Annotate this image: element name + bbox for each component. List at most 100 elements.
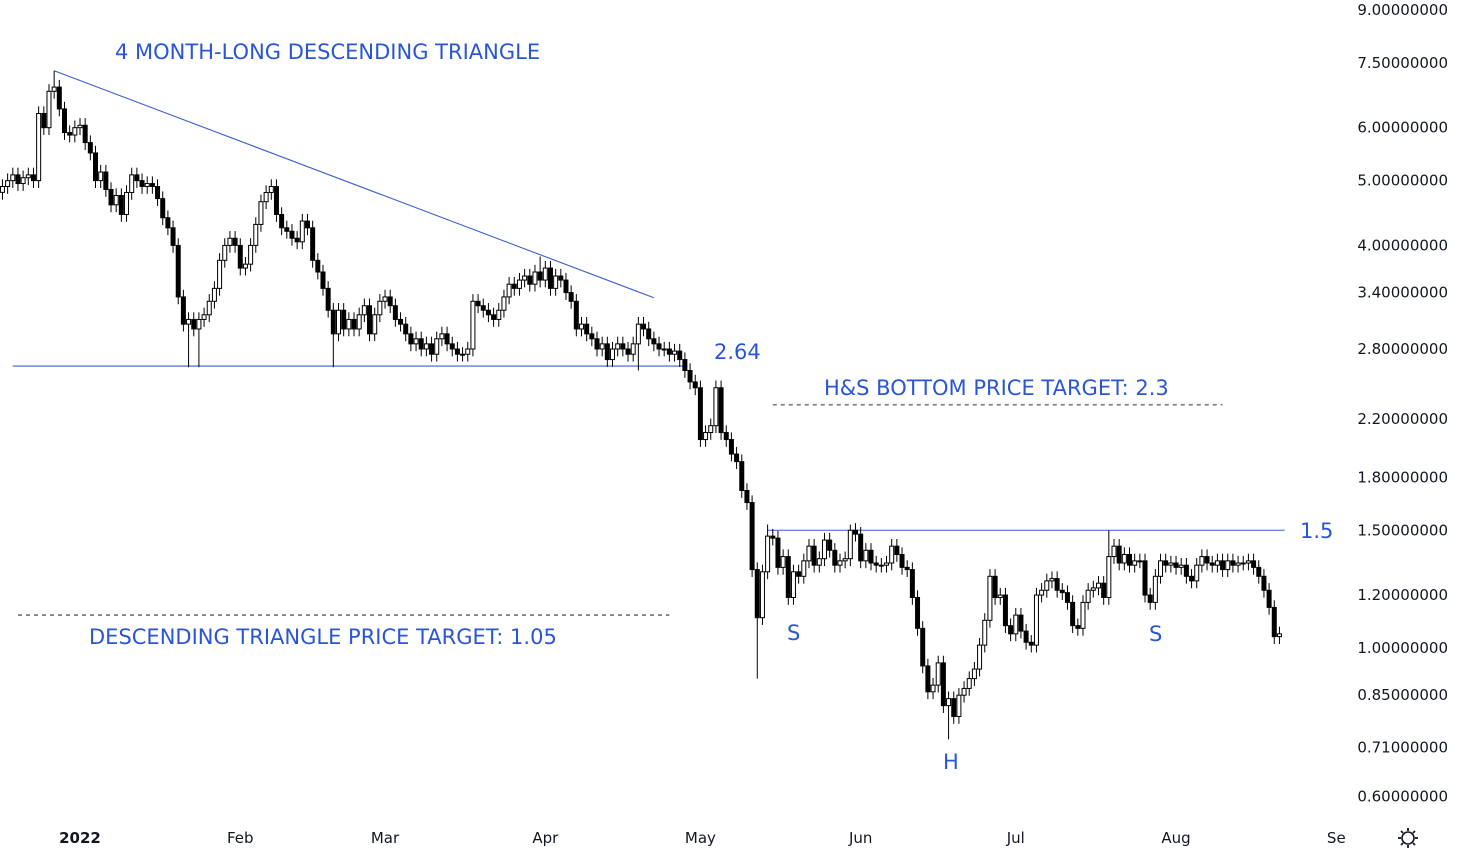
candle [232,231,238,253]
candle [139,173,145,194]
candle-body-down [584,323,590,335]
candle [1013,607,1019,642]
candle-body-down [868,549,874,564]
candle-body-up [1080,601,1086,629]
candle [1080,595,1086,636]
candle [1101,576,1107,605]
candle-body-down [1147,594,1153,603]
candle-body-down [351,318,357,330]
candle [1183,558,1189,584]
candle-body-down [67,132,73,136]
candle [346,312,352,337]
candle [470,294,476,357]
candle [687,363,693,390]
candle-body-up [1039,589,1045,596]
candle-body-up [25,174,31,179]
candle-body-down [1220,560,1226,571]
candle [408,326,414,352]
trendline [53,70,655,299]
candle-body-up [253,223,259,246]
candle [827,532,833,558]
candle [1256,560,1262,584]
candle [718,380,724,440]
candle-body-up [1095,582,1101,589]
candle [578,316,584,337]
candle-body-up [346,318,352,330]
candle-body-down [920,627,926,667]
candle-body-up [1137,560,1143,563]
candle-body-up [1044,580,1050,591]
candle-body-up [51,86,57,92]
candle [982,613,988,653]
candle-body-up [1225,560,1231,571]
candle [692,374,698,396]
candle-body-down [408,333,414,345]
candle-body-down [15,174,21,185]
candle-body-up [935,662,941,686]
candle-body-up [971,668,977,680]
candle-body-down [139,180,145,187]
candle-body-up [201,314,207,320]
candle [1163,553,1169,573]
candle-body-down [449,343,455,350]
candle [273,179,279,222]
candle-body-up [1033,594,1039,646]
settings-gear-icon[interactable] [1398,828,1418,848]
candle [444,326,450,352]
candle [677,343,683,367]
candle-body-down [873,562,879,566]
candle-body-up [5,180,11,187]
candle-body-down [604,343,610,361]
candle-body-up [206,300,212,316]
candle [196,312,202,368]
candle [811,538,817,573]
y-tick-label: 0.71000000 [1357,738,1448,756]
candle-body-down [646,328,652,340]
candle [36,106,42,188]
candle [666,341,672,362]
candle-body-down [61,108,67,134]
candle [315,253,321,280]
price-axis[interactable]: 9.00000000 7.50000000 6.00000000 5.00000000… [1357,1,1448,805]
candle [1059,583,1065,600]
candle [454,341,460,362]
candle-body-up [361,305,367,316]
candle-body-down [1230,560,1236,566]
candle-body-up [227,237,233,246]
candle-body-up [501,296,507,311]
candle [563,272,569,300]
candle-body-up [1214,560,1220,566]
candle-body-down [1008,625,1014,635]
candle-body-down [310,227,316,261]
candle-body-up [1178,564,1184,568]
candle [806,538,812,569]
x-tick-label: Aug [1161,829,1190,847]
time-axis[interactable]: 2022 Feb Mar Apr May Jun Jul Aug Se [59,829,1346,847]
candle [1173,555,1179,575]
candle [211,281,217,309]
candle [15,167,21,191]
y-tick-label: 0.60000000 [1357,787,1448,805]
candle-body-down [1018,614,1024,632]
candle [1023,623,1029,650]
candle [20,170,26,191]
candle-body-down [527,275,533,285]
candle-body-down [925,665,931,693]
candle-body-down [594,338,600,350]
candle [878,558,884,573]
candle-body-down [1002,594,1008,627]
candle [160,191,166,226]
candle [1070,595,1076,634]
candle [749,495,755,577]
candle-body-down [827,539,833,551]
candle [1033,587,1039,653]
candle-body-down [325,287,331,311]
candle-body-up [1085,589,1091,603]
candle-body-down [1173,562,1179,568]
candle [248,238,254,272]
candle [372,307,378,342]
candle [1209,555,1215,573]
candle [930,677,936,700]
candle-body-down [1028,641,1034,646]
